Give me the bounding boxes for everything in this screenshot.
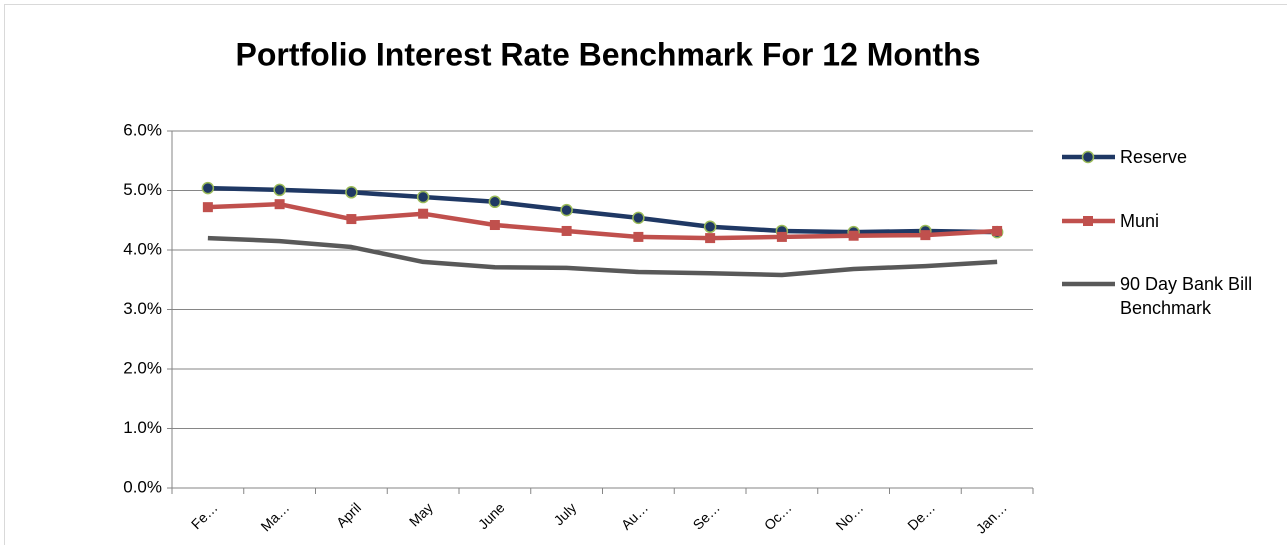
- y-tick-label: 4.0%: [123, 239, 162, 258]
- series-line: [207, 201, 998, 241]
- legend-label: 90 Day Bank Bill Benchmark: [1120, 274, 1253, 318]
- marker: [416, 190, 430, 204]
- marker: [703, 220, 717, 234]
- marker: [992, 225, 1003, 236]
- y-tick-label: 1.0%: [123, 418, 162, 437]
- marker: [1083, 216, 1093, 226]
- y-tick-label: 2.0%: [123, 358, 162, 377]
- marker: [346, 214, 357, 225]
- chart-border: [4, 4, 1287, 545]
- marker: [488, 195, 502, 209]
- legend-label: Muni: [1120, 211, 1160, 231]
- y-tick-label: 0.0%: [123, 477, 162, 496]
- marker: [920, 230, 931, 241]
- marker: [705, 233, 716, 244]
- marker: [633, 231, 644, 242]
- marker: [1081, 150, 1095, 164]
- series-line: [207, 185, 998, 235]
- marker: [848, 230, 859, 241]
- marker: [560, 203, 573, 217]
- marker: [489, 220, 500, 231]
- marker: [345, 186, 358, 199]
- y-tick-label: 6.0%: [123, 120, 162, 139]
- y-tick-label: 3.0%: [123, 299, 162, 318]
- legend-label: Reserve: [1120, 147, 1188, 167]
- marker: [202, 202, 213, 213]
- series-line: [207, 235, 998, 278]
- chart-title: Portfolio Interest Rate Benchmark For 12…: [235, 36, 980, 72]
- marker: [201, 181, 215, 195]
- marker: [274, 199, 285, 210]
- marker: [632, 211, 645, 225]
- marker: [273, 183, 286, 197]
- marker: [418, 208, 429, 219]
- marker: [776, 231, 787, 242]
- marker: [561, 225, 572, 236]
- y-tick-label: 5.0%: [123, 180, 162, 199]
